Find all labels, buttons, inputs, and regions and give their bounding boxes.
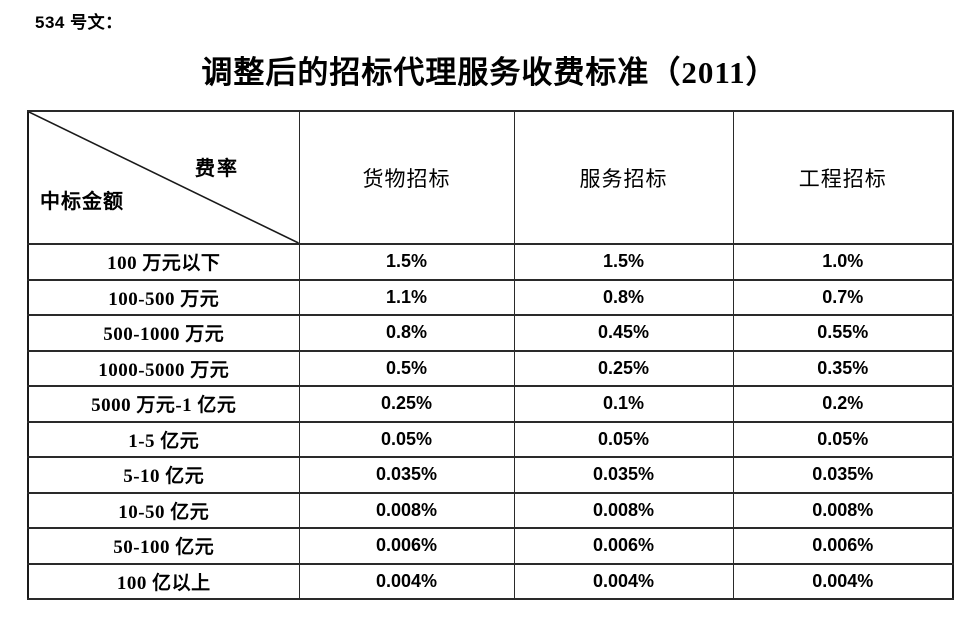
row-label-amount-range: 100 万元以下 <box>27 243 300 281</box>
row-label-amount-range: 50-100 亿元 <box>27 527 300 565</box>
diagonal-header-cell: 费率 中标金额 <box>27 110 300 245</box>
page-title: 调整后的招标代理服务收费标准（2011） <box>201 55 778 90</box>
fee-rate-cell: 0.006% <box>298 527 515 565</box>
fee-rate-cell: 1.5% <box>298 243 515 281</box>
fee-rate-cell: 0.035% <box>513 456 734 494</box>
fee-rate-cell: 0.004% <box>298 562 515 600</box>
fee-rate-cell: 0.008% <box>732 491 954 529</box>
fee-rate-cell: 0.004% <box>732 562 954 600</box>
row-label-amount-range: 10-50 亿元 <box>27 491 300 529</box>
fee-rate-cell: 0.5% <box>298 349 515 387</box>
fee-standard-table: 费率 中标金额 货物招标 服务招标 工程招标 100 万元以下 1.5% 1.5% 1… <box>27 110 954 600</box>
table-row: 50-100 亿元 0.006% 0.006% 0.006% <box>27 527 954 565</box>
row-label-amount-range: 100 亿以上 <box>27 562 300 600</box>
table-row: 1-5 亿元 0.05% 0.05% 0.05% <box>27 420 954 458</box>
table-row: 100 万元以下 1.5% 1.5% 1.0% <box>27 243 954 281</box>
column-header-service-bidding: 服务招标 <box>513 110 734 245</box>
row-label-amount-range: 5000 万元-1 亿元 <box>27 385 300 423</box>
table-row: 500-1000 万元 0.8% 0.45% 0.55% <box>27 314 954 352</box>
row-label-amount-range: 1-5 亿元 <box>27 420 300 458</box>
corner-label-bid-amount: 中标金额 <box>40 191 124 213</box>
fee-rate-cell: 0.55% <box>732 314 954 352</box>
row-label-amount-range: 1000-5000 万元 <box>27 349 300 387</box>
table-row: 10-50 亿元 0.008% 0.008% 0.008% <box>27 491 954 529</box>
table-body: 100 万元以下 1.5% 1.5% 1.0% 100-500 万元 1.1% 0.8% 0.… <box>27 243 954 600</box>
fee-rate-cell: 0.008% <box>298 491 515 529</box>
fee-rate-cell: 0.1% <box>513 385 734 423</box>
column-header-goods-bidding: 货物招标 <box>298 110 515 245</box>
fee-rate-cell: 1.0% <box>732 243 954 281</box>
fee-rate-cell: 0.8% <box>298 314 515 352</box>
fee-rate-cell: 0.004% <box>513 562 734 600</box>
fee-rate-cell: 0.006% <box>732 527 954 565</box>
table-row: 100 亿以上 0.004% 0.004% 0.004% <box>27 562 954 600</box>
fee-rate-cell: 0.006% <box>513 527 734 565</box>
fee-rate-cell: 0.25% <box>513 349 734 387</box>
fee-rate-cell: 0.7% <box>732 278 954 316</box>
fee-rate-cell: 0.35% <box>732 349 954 387</box>
fee-rate-cell: 0.035% <box>298 456 515 494</box>
row-label-amount-range: 5-10 亿元 <box>27 456 300 494</box>
table-row: 100-500 万元 1.1% 0.8% 0.7% <box>27 278 954 316</box>
doc-number-label: 534 号文： <box>35 13 123 32</box>
table-row: 5-10 亿元 0.035% 0.035% 0.035% <box>27 456 954 494</box>
fee-rate-cell: 0.05% <box>732 420 954 458</box>
table-row: 5000 万元-1 亿元 0.25% 0.1% 0.2% <box>27 385 954 423</box>
fee-rate-cell: 0.2% <box>732 385 954 423</box>
column-header-engineering-bidding: 工程招标 <box>732 110 954 245</box>
fee-rate-cell: 0.05% <box>298 420 515 458</box>
table-row: 1000-5000 万元 0.5% 0.25% 0.35% <box>27 349 954 387</box>
fee-rate-cell: 0.45% <box>513 314 734 352</box>
fee-rate-cell: 1.5% <box>513 243 734 281</box>
fee-rate-cell: 0.25% <box>298 385 515 423</box>
row-label-amount-range: 100-500 万元 <box>27 278 300 316</box>
fee-rate-cell: 1.1% <box>298 278 515 316</box>
row-label-amount-range: 500-1000 万元 <box>27 314 300 352</box>
diagonal-line <box>29 113 298 242</box>
table-header-row: 费率 中标金额 货物招标 服务招标 工程招标 <box>27 110 954 245</box>
fee-rate-cell: 0.035% <box>732 456 954 494</box>
fee-rate-cell: 0.008% <box>513 491 734 529</box>
fee-rate-cell: 0.8% <box>513 278 734 316</box>
corner-label-rate: 费率 <box>195 158 239 180</box>
fee-rate-cell: 0.05% <box>513 420 734 458</box>
